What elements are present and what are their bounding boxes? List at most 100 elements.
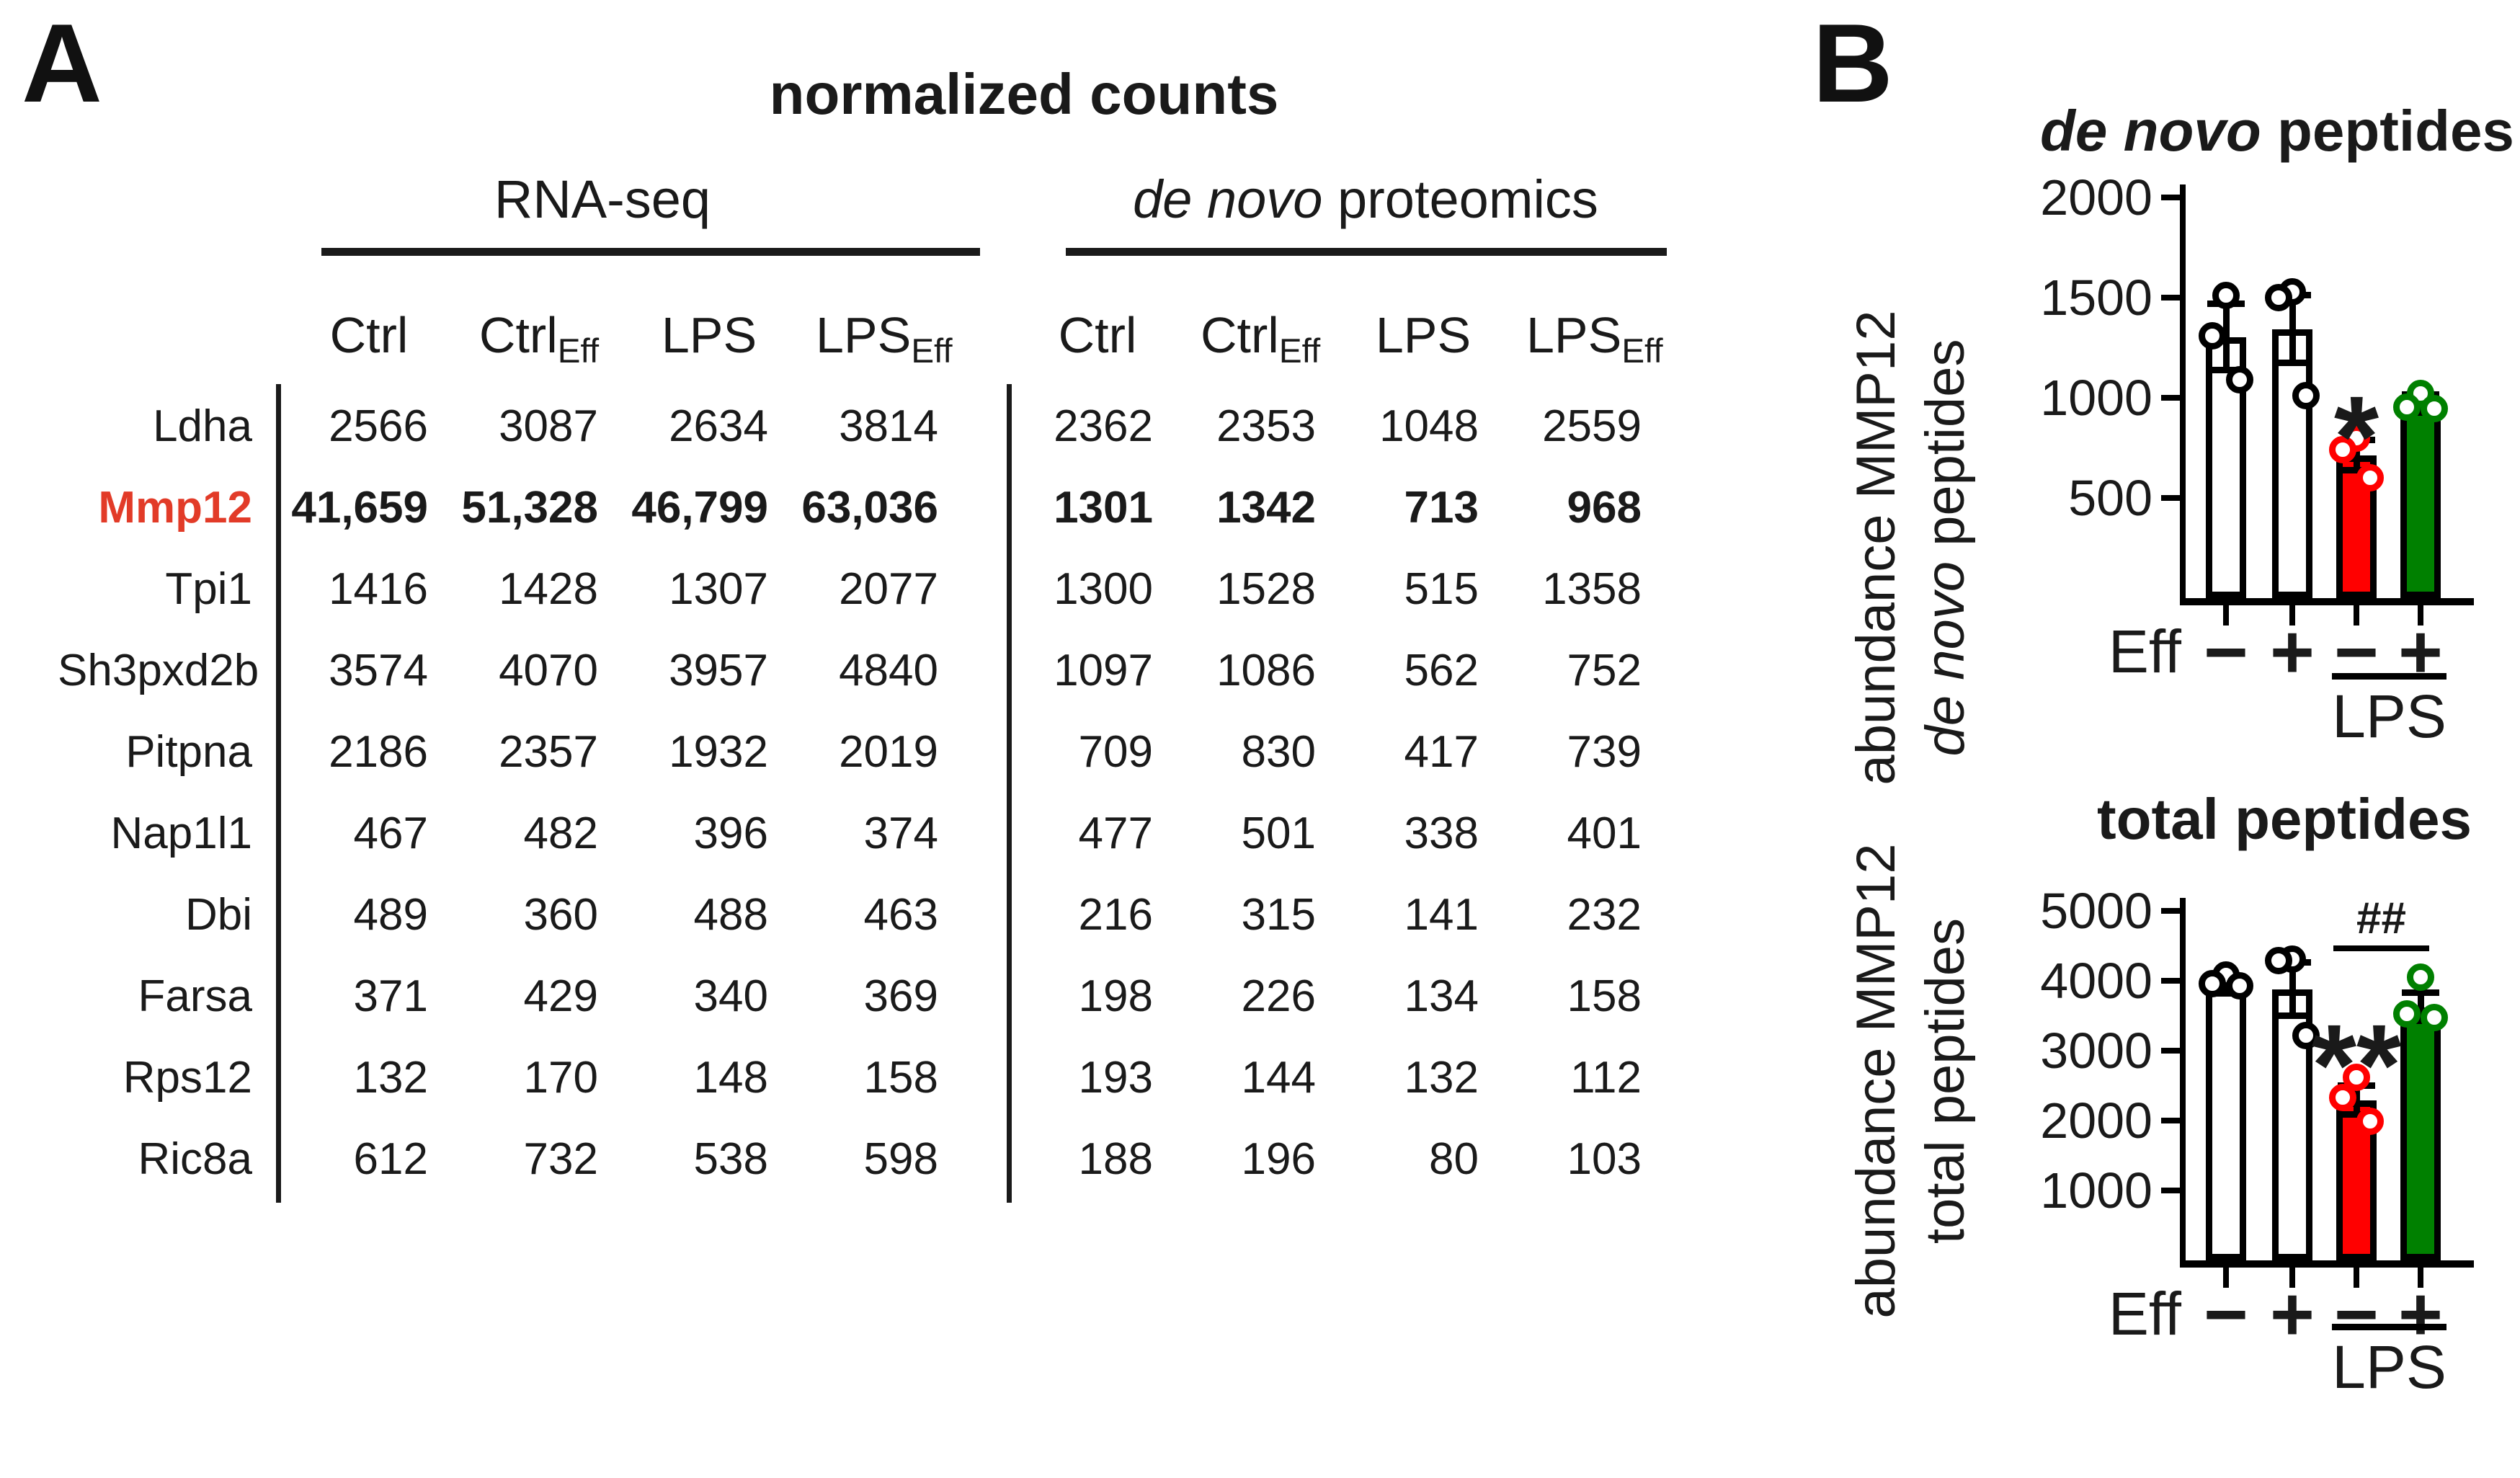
data-point: [2226, 365, 2253, 393]
data-point: [2329, 1084, 2356, 1111]
bar: [2206, 986, 2246, 1260]
error-bar: [2289, 962, 2296, 1016]
count-value: 709: [1078, 727, 1153, 777]
count-value: 188: [1078, 1134, 1153, 1184]
count-value: 3957: [669, 646, 768, 695]
column-header-rna-ctrl-eff: CtrlEff: [432, 310, 602, 369]
column-gap: [943, 793, 994, 874]
y-axis-line: [2180, 898, 2186, 1260]
count-value: 46,799: [631, 483, 768, 533]
count-value: 134: [1404, 971, 1479, 1021]
count-value: 1416: [329, 564, 428, 614]
count-value: 170: [523, 1053, 598, 1103]
count-value: 417: [1404, 727, 1479, 777]
table-row-rps12: Rps12 132 170 148 158 193 144 132 112: [58, 1037, 1646, 1118]
count-value: 2559: [1542, 401, 1642, 451]
column-gap: [943, 874, 994, 956]
x-tick-mark: [2354, 1268, 2359, 1288]
lps-label: LPS: [2332, 682, 2446, 750]
data-point: [2265, 284, 2292, 311]
total-chart-ylabel-line1: abundance MMP12: [1846, 843, 1907, 1319]
y-tick-label: 2000: [2040, 169, 2152, 226]
count-value: 148: [693, 1053, 768, 1103]
column-gap: [943, 1118, 994, 1200]
column-header-text: Ctrl: [329, 307, 409, 363]
count-value: 612: [353, 1134, 428, 1184]
count-value: 63,036: [801, 483, 938, 533]
x-axis-line: [2180, 598, 2474, 605]
rna-seq-group-header: RNA-seq: [262, 173, 943, 226]
data-point: [2212, 282, 2240, 310]
count-value: 477: [1078, 809, 1153, 858]
error-bar: [2354, 440, 2360, 471]
total-chart-title: total peptides: [2068, 789, 2501, 850]
panel-b-label: B: [1812, 1, 1893, 125]
count-value: 968: [1567, 483, 1642, 533]
count-value: 112: [1570, 1053, 1642, 1103]
count-value: 4840: [839, 646, 938, 695]
count-value: 598: [863, 1134, 938, 1184]
error-bar: [2289, 295, 2296, 364]
gene-label: Ldha: [153, 401, 252, 451]
column-header-rna-ctrl: Ctrl: [262, 310, 432, 360]
x-tick-mark: [2418, 605, 2423, 626]
y-tick-label: 5000: [2040, 883, 2152, 939]
count-value: 482: [523, 809, 598, 858]
proteomics-group-header-rest: proteomics: [1322, 169, 1598, 229]
x-axis-eff-label: Eff: [2108, 618, 2181, 685]
count-value: 3814: [839, 401, 938, 451]
count-value: 2186: [329, 727, 428, 777]
y-axis-line: [2180, 184, 2186, 598]
count-value: 1932: [669, 727, 768, 777]
y-tick-mark: [2161, 1118, 2180, 1123]
gene-label: Mmp12: [98, 483, 252, 533]
count-value: 2362: [1054, 401, 1153, 451]
data-point: [2356, 464, 2384, 492]
y-tick-label: 1000: [2040, 370, 2152, 426]
count-value: 489: [353, 890, 428, 940]
error-bar: [2418, 993, 2424, 1022]
bar: [2400, 1007, 2441, 1260]
column-header-text: LPS: [661, 307, 757, 363]
rna-seq-group-header-text: RNA-seq: [494, 169, 711, 229]
x-tick-mark: [2289, 605, 2295, 626]
data-point: [2421, 1004, 2448, 1032]
column-gap: [943, 1037, 994, 1118]
x-sign: −: [2204, 1272, 2248, 1357]
count-value: 132: [353, 1053, 428, 1103]
error-bar-cap: [2338, 1111, 2375, 1118]
table-header-row: Ctrl CtrlEff LPS LPSEff Ctrl CtrlEff LPS…: [58, 277, 1663, 369]
x-axis-eff-label: Eff: [2108, 1280, 2181, 1348]
count-value: 338: [1404, 809, 1479, 858]
count-value: 732: [523, 1134, 598, 1184]
x-sign: +: [2270, 610, 2315, 695]
error-bar-cap: [2274, 360, 2311, 367]
error-bar-cap: [2338, 466, 2375, 473]
count-value: 1428: [499, 564, 598, 614]
table-row-farsa: Farsa 371 429 340 369 198 226 134 158: [58, 956, 1646, 1037]
count-value: 132: [1404, 1053, 1479, 1103]
column-gap: [943, 467, 994, 548]
y-tick-label: 1000: [2040, 1162, 2152, 1219]
count-value: 1358: [1542, 564, 1642, 614]
denovo-chart-ylabel-line2-rest: peptides: [1915, 339, 1976, 561]
count-value: 1086: [1216, 646, 1316, 695]
column-header-text: Ctrl: [1058, 307, 1137, 363]
data-point: [2292, 1021, 2320, 1049]
denovo-chart-ylabel-line2-italic: de novo: [1915, 561, 1976, 757]
error-bar-cap: [2274, 1012, 2311, 1019]
column-gap: [943, 711, 994, 793]
sig-label-star: **: [2311, 1000, 2402, 1129]
count-value: 360: [523, 890, 598, 940]
count-value: 315: [1241, 890, 1316, 940]
total-chart-title-rest: total peptides: [2096, 787, 2472, 851]
lps-underline: [2332, 1324, 2446, 1330]
column-header-rna-lps: LPS: [602, 310, 773, 360]
y-tick-mark: [2161, 1188, 2180, 1193]
count-value: 401: [1567, 809, 1642, 858]
count-value: 429: [523, 971, 598, 1021]
count-value: 562: [1404, 646, 1479, 695]
x-tick-mark: [2418, 1268, 2423, 1288]
x-tick-mark: [2223, 1268, 2229, 1288]
y-tick-label: 4000: [2040, 953, 2152, 1009]
